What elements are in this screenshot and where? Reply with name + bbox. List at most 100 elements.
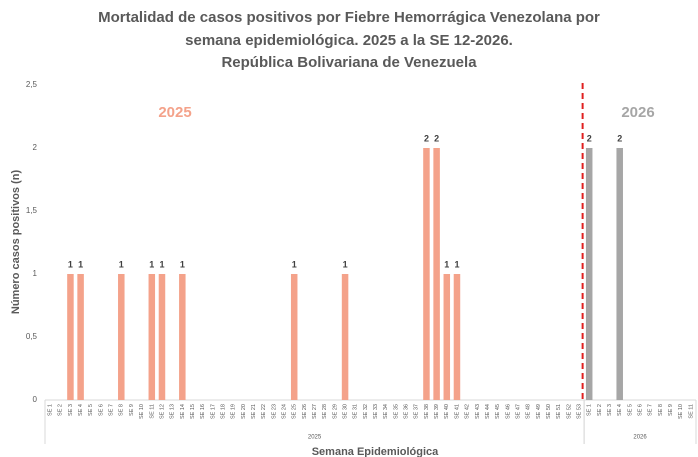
x-tick-label: SE 24 (281, 404, 287, 419)
x-tick-label: SE 2 (597, 404, 603, 416)
y-axis-title: Número casos positivos (n) (10, 170, 22, 315)
x-tick-label: SE 45 (495, 404, 501, 419)
legend-annotation: 2026 (621, 104, 654, 121)
x-tick-label: SE 18 (220, 404, 226, 419)
x-tick-label: SE 34 (383, 404, 389, 419)
bar (433, 148, 440, 400)
x-tick-label: SE 8 (658, 404, 664, 416)
y-tick-label: 1,5 (26, 206, 38, 215)
x-tick-label: SE 25 (292, 404, 298, 419)
group-label: 2025 (308, 435, 322, 441)
bar (616, 148, 623, 400)
data-label: 1 (292, 259, 297, 269)
bar (423, 148, 430, 400)
y-tick-label: 0,5 (26, 332, 38, 341)
x-tick-label: SE 5 (627, 404, 633, 416)
data-label: 2 (587, 133, 592, 143)
x-tick-label: SE 53 (576, 404, 582, 419)
bar (77, 274, 84, 400)
x-axis-title: Semana Epidemiológica (312, 446, 439, 457)
data-label: 1 (444, 259, 449, 269)
data-label: 1 (159, 259, 164, 269)
x-tick-label: SE 21 (251, 404, 257, 419)
x-tick-label: SE 6 (638, 404, 644, 416)
x-tick-label: SE 17 (210, 404, 216, 419)
data-label: 2 (434, 133, 439, 143)
x-tick-label: SE 38 (424, 404, 430, 419)
x-tick-label: SE 39 (434, 404, 440, 419)
x-tick-label: SE 5 (88, 404, 94, 416)
data-label: 2 (617, 133, 622, 143)
x-tick-label: SE 2 (58, 404, 64, 416)
x-tick-label: SE 29 (332, 404, 338, 419)
data-label: 1 (343, 259, 348, 269)
x-tick-label: SE 12 (159, 404, 165, 419)
x-tick-label: SE 19 (231, 404, 237, 419)
x-tick-label: SE 22 (261, 404, 267, 419)
x-tick-label: SE 4 (78, 404, 84, 416)
x-tick-label: SE 51 (556, 404, 562, 419)
x-tick-label: SE 43 (475, 404, 481, 419)
x-tick-label: SE 6 (98, 404, 104, 416)
x-tick-label: SE 4 (617, 404, 623, 416)
x-tick-label: SE 52 (566, 404, 572, 419)
x-tick-label: SE 36 (404, 404, 410, 419)
x-tick-label: SE 9 (668, 404, 674, 416)
chart-title: semana epidemiológica. 2025 a la SE 12-2… (185, 32, 513, 49)
x-tick-label: SE 8 (119, 404, 125, 416)
data-label: 1 (68, 259, 73, 269)
bar (290, 274, 298, 400)
x-tick-label: SE 16 (200, 404, 206, 419)
x-tick-label: SE 1 (48, 404, 54, 416)
x-tick-label: SE 30 (343, 404, 349, 419)
x-tick-label: SE 13 (170, 404, 176, 419)
x-tick-label: SE 46 (505, 404, 511, 419)
bar (585, 148, 593, 400)
data-label: 2 (424, 133, 429, 143)
data-label: 1 (454, 259, 459, 269)
group-label: 2026 (633, 435, 647, 441)
data-label: 1 (180, 259, 185, 269)
x-tick-label: SE 33 (373, 404, 379, 419)
bar (443, 274, 451, 400)
x-tick-label: SE 10 (678, 404, 684, 419)
x-tick-label: SE 40 (444, 404, 450, 419)
bar (118, 274, 125, 400)
x-tick-label: SE 14 (180, 404, 186, 419)
data-label: 1 (78, 259, 83, 269)
x-tick-label: SE 48 (526, 404, 532, 419)
x-tick-label: SE 35 (393, 404, 399, 419)
x-tick-label: SE 9 (129, 404, 135, 416)
y-tick-label: 0 (33, 395, 38, 404)
x-tick-label: SE 41 (454, 404, 460, 419)
x-tick-label: SE 23 (271, 404, 277, 419)
bar (148, 274, 156, 400)
bar (341, 274, 349, 400)
x-tick-label: SE 32 (363, 404, 369, 419)
x-tick-label: SE 11 (149, 404, 155, 419)
x-tick-label: SE 1 (587, 404, 593, 416)
chart-title: República Bolivariana de Venezuela (221, 54, 477, 71)
x-tick-label: SE 26 (302, 404, 308, 419)
bar (453, 274, 461, 400)
chart-title: Mortalidad de casos positivos por Fiebre… (98, 9, 600, 26)
x-tick-label: SE 49 (536, 404, 542, 419)
data-label: 1 (119, 259, 124, 269)
x-tick-label: SE 11 (688, 404, 694, 419)
x-tick-label: SE 50 (546, 404, 552, 419)
x-tick-label: SE 20 (241, 404, 247, 419)
x-tick-label: SE 27 (312, 404, 318, 419)
x-tick-label: SE 31 (353, 404, 359, 419)
y-tick-label: 2,5 (26, 80, 38, 89)
x-tick-label: SE 10 (139, 404, 145, 419)
bar (67, 274, 74, 400)
x-tick-label: SE 42 (465, 404, 471, 419)
x-tick-label: SE 3 (607, 404, 613, 416)
x-tick-label: SE 7 (109, 404, 115, 416)
bar (179, 274, 186, 400)
x-tick-label: SE 3 (68, 404, 74, 416)
y-tick-label: 2 (33, 143, 38, 152)
x-tick-label: SE 15 (190, 404, 196, 419)
bar (158, 274, 166, 400)
